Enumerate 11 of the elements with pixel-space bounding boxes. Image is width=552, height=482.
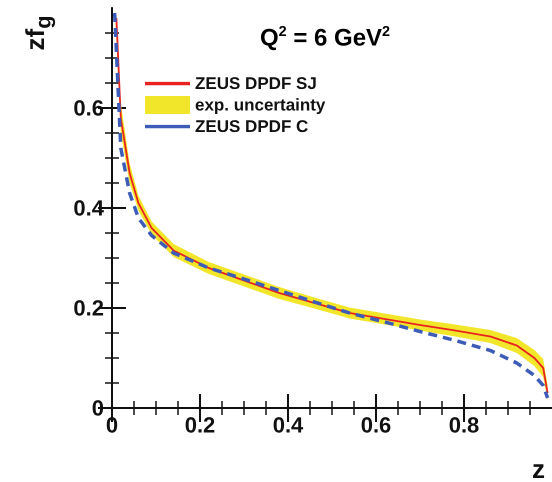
y-tick-label: 0.4 (73, 196, 105, 220)
x-axis-title: z (532, 454, 545, 482)
y-tick-label: 0.2 (73, 296, 104, 320)
x-tick-label: 0.4 (272, 412, 304, 438)
legend-label: ZEUS DPDF SJ (195, 74, 317, 93)
y-tick-label: 0.6 (73, 96, 104, 120)
x-tick-label: 0.8 (448, 412, 480, 438)
legend-label: ZEUS DPDF C (195, 117, 308, 136)
x-tick-label: 0.6 (360, 412, 392, 438)
x-tick-label: 0.2 (184, 412, 216, 438)
legend-label: exp. uncertainty (195, 96, 326, 114)
